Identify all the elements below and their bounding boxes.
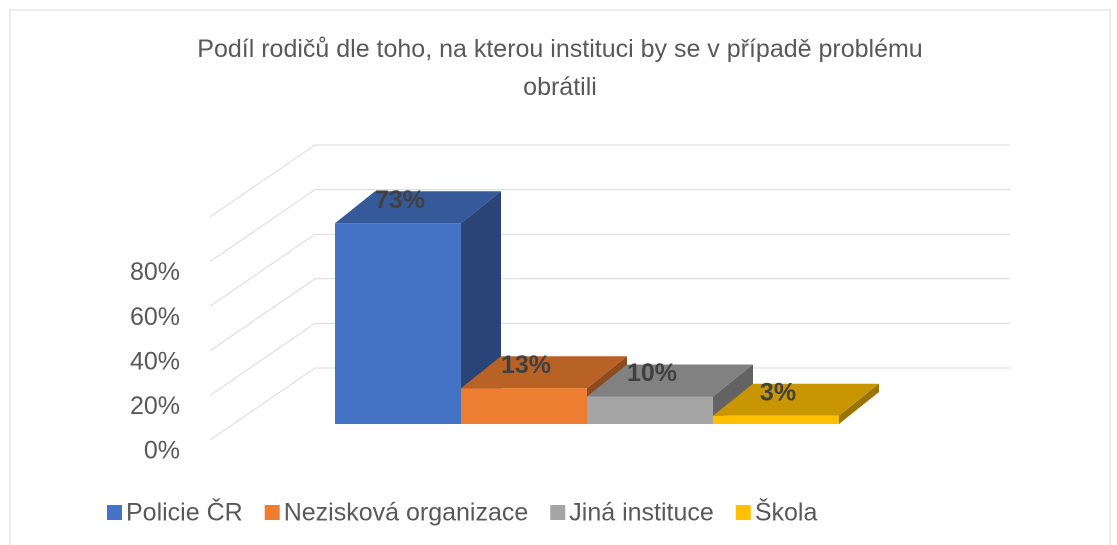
bar-top <box>713 383 879 416</box>
bar-top <box>461 356 627 389</box>
bar <box>713 415 839 424</box>
y-tick-label: 80% <box>130 258 180 286</box>
bar-top <box>335 191 501 224</box>
data-label: 73% <box>375 186 425 214</box>
y-tick-label: 20% <box>130 392 180 420</box>
data-label: 13% <box>501 351 551 379</box>
legend-label: Nezisková organizace <box>284 499 529 527</box>
legend-swatch <box>107 505 122 520</box>
data-label: 10% <box>627 359 677 387</box>
bar <box>461 388 587 424</box>
bar <box>587 396 713 424</box>
chart-frame <box>9 9 1111 545</box>
bar-top <box>587 364 753 397</box>
grid-line <box>209 322 1010 396</box>
grid-line <box>209 278 1010 352</box>
y-tick-label: 60% <box>130 303 180 331</box>
grid-line <box>209 144 1010 218</box>
chart-title: Podíl rodičů dle toho, na kterou institu… <box>197 35 923 101</box>
legend-swatch <box>264 505 280 520</box>
y-tick-label: 0% <box>144 437 180 465</box>
bar <box>335 223 461 424</box>
legend-swatch <box>550 505 566 520</box>
y-tick-label: 40% <box>130 347 180 375</box>
grid-line <box>209 367 1010 441</box>
grid-line <box>209 233 1010 307</box>
legend-label: Jiná instituce <box>569 499 714 527</box>
data-label: 3% <box>760 378 796 406</box>
grid-line <box>209 189 1010 263</box>
legend-swatch <box>735 505 751 520</box>
legend-label: Policie ČR <box>126 498 243 527</box>
bar-side <box>839 383 879 424</box>
legend-label: Škola <box>755 498 818 527</box>
